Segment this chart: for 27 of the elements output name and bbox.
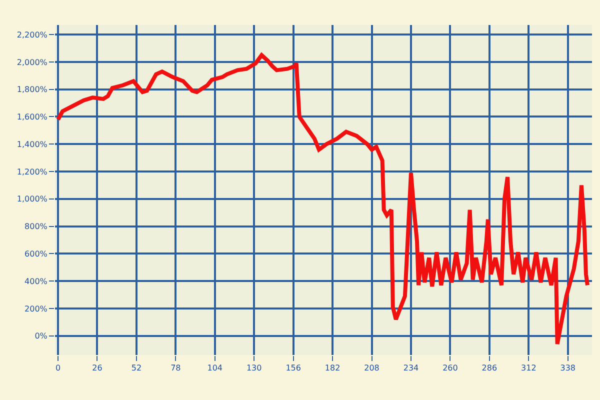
x-tick-label: 52 [131, 364, 142, 373]
x-tick-label: 78 [170, 364, 181, 373]
y-tick-label: 1,800% [16, 85, 48, 94]
y-tick-label: 200% [24, 304, 48, 314]
x-tick-label: 338 [560, 364, 576, 373]
y-tick-label: 1,200% [16, 167, 48, 176]
x-tick-label: 130 [246, 364, 262, 373]
y-tick-label: 600% [24, 249, 48, 258]
x-tick-label: 260 [442, 364, 458, 373]
line-series [56, 53, 590, 346]
y-tick-label: 800% [24, 222, 48, 232]
y-tick-label: 2,000% [16, 58, 48, 67]
x-tick-label: 312 [521, 364, 536, 373]
y-tick-label: 2,200% [16, 30, 48, 40]
y-tick-label: 1,600% [16, 112, 48, 122]
y-tick-label: 400% [24, 276, 48, 286]
x-tick-label: 26 [92, 364, 102, 373]
x-tick-label: 234 [403, 364, 419, 373]
y-tick-label: 0% [34, 332, 48, 341]
x-tick-label: 156 [286, 364, 301, 373]
y-tick-label: 1,400% [16, 140, 48, 149]
x-tick-label: 0 [55, 364, 61, 373]
y-tick-label: 1,000% [16, 194, 48, 204]
x-tick-label: 182 [324, 364, 340, 373]
x-tick-label: 104 [207, 364, 223, 373]
x-tick-label: 208 [364, 364, 380, 373]
x-tick-label: 286 [482, 364, 498, 373]
